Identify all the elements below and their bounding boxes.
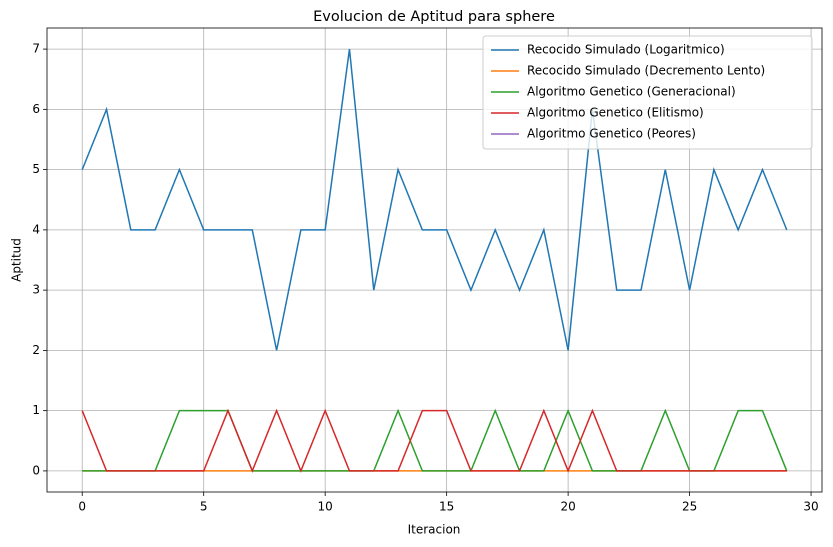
series-line — [81, 408, 787, 473]
legend-label: Algoritmo Genetico (Generacional) — [527, 85, 736, 99]
x-tick-label: 15 — [439, 500, 454, 514]
y-tick-label: 1 — [32, 403, 40, 417]
x-tick-label: 10 — [318, 500, 333, 514]
y-tick-label: 5 — [32, 162, 40, 176]
legend: Recocido Simulado (Logaritmico) Recocido … — [482, 35, 813, 150]
x-axis-label: Iteracion — [408, 523, 461, 537]
legend-label: Algoritmo Genetico (Peores) — [527, 127, 696, 141]
x-tick-label: 20 — [560, 500, 575, 514]
plot-frame — [46, 27, 823, 493]
x-tick-label: 5 — [200, 500, 208, 514]
y-tick-label: 7 — [32, 42, 40, 56]
y-tick-label: 6 — [32, 102, 40, 116]
legend-label: Recocido Simulado (Decremento Lento) — [527, 64, 765, 78]
x-tick-label: 25 — [682, 500, 697, 514]
chart-title: Evolucion de Aptitud para sphere — [313, 9, 555, 25]
legend-box — [482, 35, 813, 150]
legend-label: Recocido Simulado (Logaritmico) — [527, 43, 725, 57]
legend-label: Algoritmo Genetico (Elitismo) — [527, 106, 704, 120]
y-tick-label: 2 — [32, 343, 40, 357]
series-line — [82, 408, 788, 472]
series-line — [81, 48, 788, 351]
y-tick-label: 4 — [32, 222, 40, 236]
y-axis-label: Aptitud — [10, 238, 24, 282]
y-tick-label: 0 — [32, 463, 40, 477]
x-tick-label: 30 — [803, 500, 818, 514]
x-tick-label: 0 — [78, 500, 86, 514]
y-tick-label: 3 — [32, 283, 40, 297]
